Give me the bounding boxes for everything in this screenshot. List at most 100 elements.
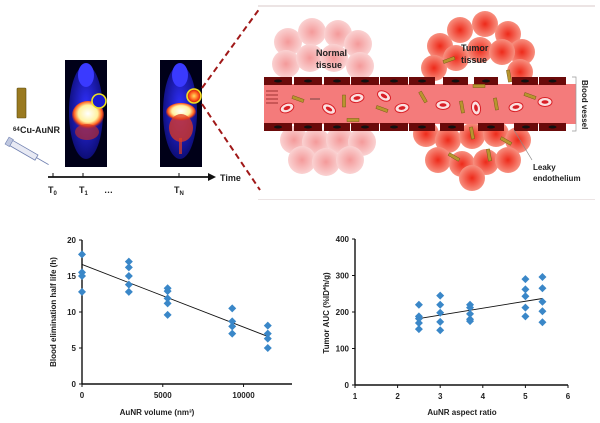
x-tick-label: 10000 — [232, 391, 255, 400]
data-point — [521, 275, 530, 284]
time-point-t0: T0 — [48, 185, 58, 197]
vessel-wall — [264, 77, 566, 131]
gold-nanorod — [493, 97, 499, 111]
data-point — [263, 344, 272, 352]
data-point — [538, 272, 547, 281]
flow-arrows — [266, 90, 320, 104]
normal-tissue-label-2: tissue — [316, 60, 342, 70]
gold-nanorod — [459, 100, 465, 114]
data-point — [436, 300, 445, 309]
normal-tissue-cells — [272, 18, 376, 176]
tumor-roi-circle — [91, 93, 107, 109]
data-point — [414, 318, 423, 327]
endothelial-nucleus — [418, 125, 426, 129]
data-point — [538, 307, 547, 316]
pet-timeline-panel: 64 Cu-AuNR Time T0 T1 … TN — [4, 60, 241, 197]
chart-half-life: 0 5 10 15 20 0 5000 10000 AuNR volume (nm³) Blo… — [49, 236, 292, 417]
data-point — [436, 291, 445, 300]
y-tick-label: 200 — [336, 308, 350, 317]
data-point — [521, 303, 530, 312]
data-point — [163, 294, 172, 303]
red-blood-cell — [537, 97, 553, 107]
pet-image-t1 — [65, 60, 107, 167]
tumor-tissue-label-2: tissue — [461, 55, 487, 65]
normal-cell — [320, 44, 348, 72]
data-point — [414, 325, 423, 334]
endothelial-nucleus — [361, 125, 369, 129]
normal-cell — [288, 146, 316, 174]
data-point — [124, 287, 133, 296]
endothelial-nucleus — [522, 125, 530, 129]
data-point — [228, 329, 237, 338]
tumor-cell — [472, 11, 498, 37]
tumor-cell — [459, 165, 485, 191]
normal-cell — [298, 18, 326, 46]
time-arrow-icon — [208, 173, 216, 181]
normal-cell — [346, 52, 374, 80]
data-point — [163, 299, 172, 308]
red-blood-cell — [508, 101, 524, 113]
endothelial-nucleus — [521, 79, 529, 83]
gold-nanorod-icon — [16, 87, 27, 119]
y-tick-label: 10 — [67, 308, 76, 317]
red-blood-cell — [470, 100, 482, 116]
endothelial-nucleus — [451, 79, 460, 83]
x-tick-label: 1 — [353, 392, 358, 401]
x-axis-label: AuNR volume (nm³) — [120, 408, 195, 417]
endothelial-nucleus — [548, 125, 557, 129]
data-point — [521, 285, 530, 294]
gold-nanorod — [523, 92, 537, 100]
tumor-cell — [421, 55, 447, 81]
data-point — [466, 309, 475, 318]
data-point — [538, 284, 547, 293]
time-point-tn: TN — [174, 185, 184, 197]
data-point — [263, 329, 272, 338]
endothelial-nucleus — [274, 79, 282, 83]
red-blood-cell — [349, 92, 365, 104]
x-tick-label: 5 — [523, 392, 528, 401]
chart-tumor-auc: 0 100 200 300 400 1 2 3 4 5 6 AuNR aspect ratio Tu… — [322, 235, 571, 417]
endothelial-nucleus — [304, 79, 312, 83]
y-axis-label: Tumor AUC (%ID*h/g) — [322, 272, 331, 354]
y-tick-label: 100 — [336, 345, 350, 354]
gold-nanorod — [418, 90, 428, 104]
data-point — [78, 287, 86, 296]
normal-cell — [272, 50, 300, 78]
x-tick-label: 2 — [395, 392, 400, 401]
x-tick-label: 0 — [80, 391, 85, 400]
tumor-cell — [505, 127, 531, 153]
normal-tissue-label: Normal — [316, 48, 347, 58]
tumor-tissue-label: Tumor — [461, 43, 489, 53]
gold-nanorod — [291, 95, 305, 103]
data-point — [124, 272, 133, 280]
syringe-icon — [4, 136, 49, 165]
endothelial-nucleus — [333, 79, 341, 83]
tumor-cell — [495, 147, 521, 173]
data-point — [124, 263, 133, 272]
time-point-ellipsis: … — [104, 185, 113, 195]
red-blood-cell — [377, 90, 391, 102]
data-point — [124, 280, 133, 289]
blood-vessel-label: Blood vessel — [580, 80, 589, 129]
data-point — [414, 314, 423, 323]
probe-label: Cu-AuNR — [20, 125, 60, 135]
y-tick-label: 300 — [336, 272, 350, 281]
red-blood-cell — [279, 102, 295, 114]
x-tick-label: 3 — [438, 392, 443, 401]
data-point — [124, 257, 133, 266]
probe-label-sup: 64 — [13, 127, 20, 133]
data-point — [436, 317, 445, 326]
gold-nanorod — [346, 118, 360, 122]
data-point — [521, 312, 530, 321]
vessel-schematic: Normal tissue Tumor tissue Blood vessel … — [264, 11, 589, 191]
normal-cell — [274, 28, 302, 56]
zoom-callout-lines — [201, 5, 595, 200]
time-point-t1: T1 — [79, 185, 89, 197]
x-tick-label: 6 — [566, 392, 571, 401]
y-tick-label: 15 — [67, 272, 76, 281]
data-point — [521, 292, 530, 301]
data-point — [414, 300, 423, 309]
gold-nanorod — [375, 105, 389, 113]
leaky-endothelium-label-2: endothelium — [533, 174, 581, 183]
tumor-cell — [467, 37, 493, 63]
